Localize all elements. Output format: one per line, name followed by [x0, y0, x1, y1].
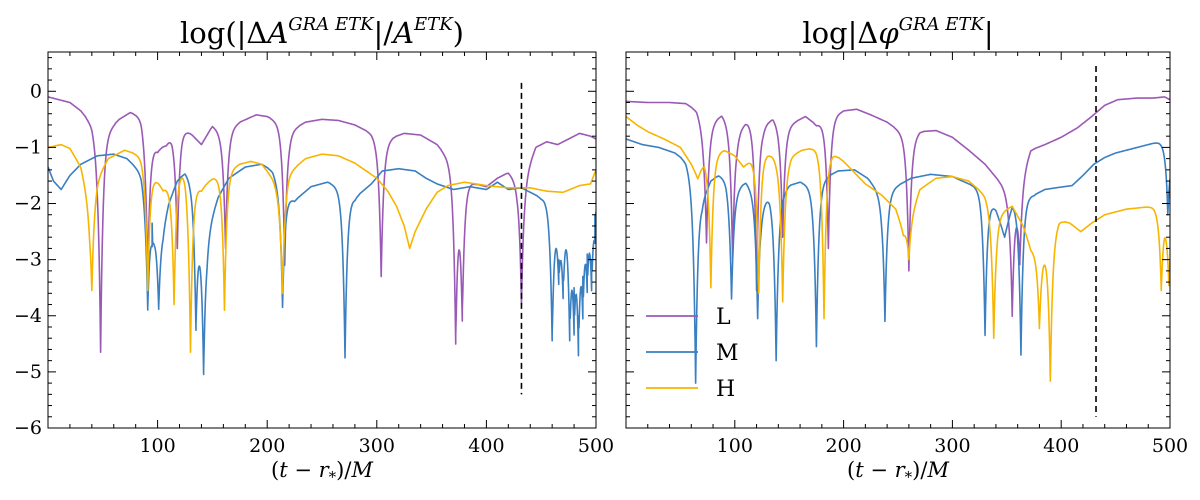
x-tick-label: 300 — [359, 435, 395, 457]
legend: LMH — [646, 305, 739, 402]
series-group — [626, 96, 1170, 384]
x-tick-label: 200 — [825, 435, 861, 457]
right-panel-title: log|ΔφGRA ETK| — [802, 14, 993, 50]
right-panel: log|ΔφGRA ETK| 100 200 300 400 500 LMH (t − r… — [625, 14, 1188, 486]
legend-label-L: L — [716, 305, 731, 330]
y-tick-label: −3 — [14, 249, 42, 271]
x-tick-label: 100 — [717, 435, 753, 457]
y-tick-label: −5 — [14, 361, 42, 383]
series-line-M — [48, 153, 596, 376]
legend-label-H: H — [716, 377, 735, 402]
series-line-L — [48, 96, 596, 354]
right-x-axis-label: (t − r*)/M — [847, 458, 949, 486]
x-tick-label: 400 — [468, 435, 504, 457]
axes-frame — [625, 51, 1171, 429]
y-tick-label: −2 — [14, 193, 42, 215]
left-plot-area: 100 200 300 400 500 0 −1 −2 −3 −4 −5 −6 — [14, 51, 614, 457]
right-plot-area: 100 200 300 400 500 LMH — [625, 51, 1188, 457]
y-tick-label: −6 — [14, 417, 42, 439]
x-tick-label: 400 — [1043, 435, 1079, 457]
x-tick-label: 100 — [139, 435, 175, 457]
left-panel: log(|ΔAGRA ETK|/AETK) 100 200 300 400 500 0 −1… — [14, 14, 614, 486]
legend-label-M: M — [716, 341, 739, 366]
series-group — [48, 96, 596, 376]
x-tick-label: 200 — [249, 435, 285, 457]
series-line-M — [626, 138, 1170, 384]
left-x-axis-label: (t − r*)/M — [271, 458, 373, 486]
y-tick-label: 0 — [30, 80, 42, 102]
series-line-H — [48, 143, 596, 354]
series-line-H — [626, 115, 1170, 382]
series-line-L — [626, 96, 1170, 318]
x-tick-label: 500 — [578, 435, 614, 457]
y-tick-label: −1 — [14, 136, 42, 158]
x-tick-label: 300 — [934, 435, 970, 457]
x-tick-label: 500 — [1152, 435, 1188, 457]
y-tick-label: −4 — [14, 305, 42, 327]
left-panel-title: log(|ΔAGRA ETK|/AETK) — [180, 14, 464, 50]
axes-frame — [47, 51, 597, 429]
